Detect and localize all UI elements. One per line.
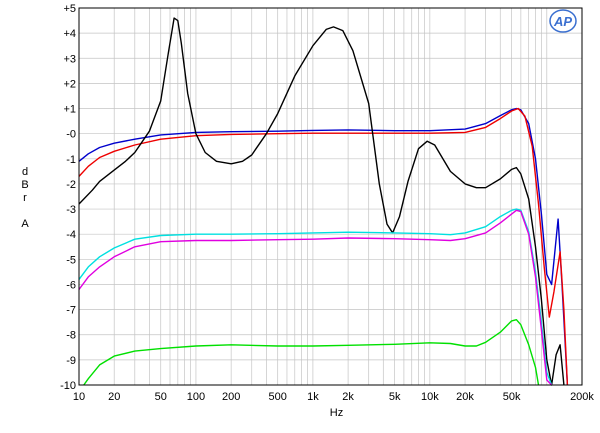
x-tick-label: 10k: [421, 391, 439, 403]
x-axis-label: Hz: [330, 407, 343, 419]
y-tick-label: -5: [66, 254, 76, 266]
x-tick-label: 1k: [307, 391, 319, 403]
y-axis-label-char: r: [23, 192, 27, 204]
x-tick-label: 100: [187, 391, 205, 403]
y-tick-label: +5: [63, 3, 76, 15]
x-tick-label: 5k: [389, 391, 401, 403]
y-tick-label: -0: [66, 129, 76, 141]
ap-logo-text: AP: [553, 14, 572, 29]
y-tick-label: -10: [60, 380, 76, 392]
series-layer: [78, 17, 569, 386]
x-axis-tick-labels: 10 20 50 100 200 500 1k 2k 5k 10k 20k 50k 200k: [73, 391, 595, 403]
x-tick-label: 2k: [342, 391, 354, 403]
x-tick-label: 50: [155, 391, 167, 403]
y-axis-label-char: d: [22, 166, 28, 178]
x-tick-label: 500: [269, 391, 287, 403]
series-line-4: [78, 208, 553, 386]
grid-lines: [78, 7, 583, 386]
x-tick-label: 20: [108, 391, 120, 403]
y-tick-label: -6: [66, 279, 76, 291]
y-axis-label-char: B: [21, 179, 28, 191]
x-tick-label: 200: [222, 391, 240, 403]
x-tick-label: 20k: [456, 391, 474, 403]
ap-logo: AP: [549, 9, 577, 33]
y-axis-label-char: A: [21, 218, 29, 230]
ap-logo-ring: [549, 9, 577, 33]
plot-frame: [78, 7, 583, 386]
y-tick-label: +1: [63, 104, 76, 116]
x-tick-label: 200k: [570, 391, 594, 403]
y-tick-label: +3: [63, 53, 76, 65]
series-line-5: [78, 209, 553, 386]
y-tick-label: -1: [66, 154, 76, 166]
series-line-6: [83, 319, 540, 386]
y-tick-label: -3: [66, 204, 76, 216]
y-tick-label: -2: [66, 179, 76, 191]
y-axis-tick-labels: +5 +4 +3 +2 +1 -0 -1 -2 -3 -4 -5 -6 -7 -8 -9 -10: [60, 3, 76, 392]
x-tick-label: 50k: [503, 391, 521, 403]
series-line-1: [78, 107, 569, 386]
y-tick-label: -9: [66, 355, 76, 367]
y-axis-label: dBr A: [21, 166, 29, 230]
y-tick-label: -8: [66, 330, 76, 342]
y-tick-label: +4: [63, 28, 76, 40]
y-tick-label: -7: [66, 305, 76, 317]
y-tick-label: -4: [66, 229, 76, 241]
y-tick-label: +2: [63, 78, 76, 90]
x-tick-label: 10: [73, 391, 85, 403]
series-line-2: [78, 107, 569, 386]
series-line-3: [78, 17, 565, 386]
